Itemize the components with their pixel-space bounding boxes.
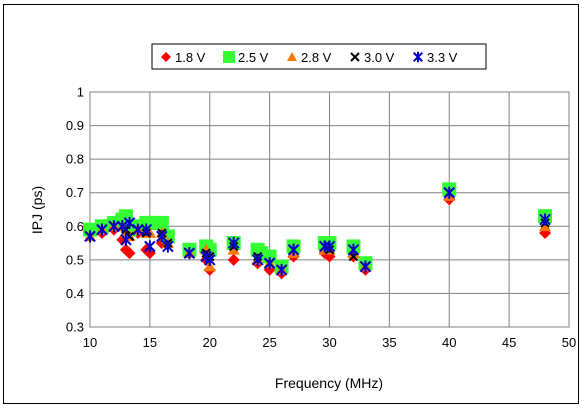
data-point: [116, 233, 129, 246]
data-point: [123, 247, 136, 260]
data-point: [162, 240, 174, 253]
data-point: [287, 243, 300, 256]
x-axis-ticks: 10 15 20 25 30 35 40 45 50: [83, 335, 576, 350]
data-point: [116, 220, 129, 233]
series-3-3-v: [84, 186, 551, 277]
x-tick-label: 15: [143, 335, 157, 350]
data-point: [144, 240, 156, 253]
data-point: [227, 243, 240, 255]
legend-box: [151, 43, 487, 70]
y-tick-label: 0.4: [66, 286, 84, 301]
legend-label: 2.8 V: [301, 50, 332, 65]
y-tick-label: 0.5: [66, 252, 84, 267]
data-point: [140, 223, 153, 236]
y-tick-label: 0.8: [66, 152, 84, 167]
data-point: [227, 253, 240, 266]
data-point: [108, 220, 120, 233]
x-tick-label: 20: [203, 335, 217, 350]
data-point: [275, 263, 288, 277]
y-tick-label: 0.9: [66, 118, 84, 133]
legend-label: 2.5 V: [238, 50, 269, 65]
data-point: [539, 213, 551, 226]
data-point: [156, 230, 168, 243]
data-point: [539, 220, 552, 232]
legend-item: 3.3 V: [413, 50, 458, 65]
x-tick-label: 25: [262, 335, 276, 350]
data-point: [96, 223, 108, 236]
data-point: [203, 260, 216, 272]
data-point: [443, 186, 456, 199]
y-tick-label: 1: [77, 85, 84, 100]
plot-border: [89, 91, 570, 328]
legend-item: 2.5 V: [223, 50, 269, 65]
data-point: [154, 215, 169, 230]
legend-item: 3.0 V: [350, 50, 395, 65]
legend-label: 3.3 V: [427, 50, 458, 65]
x-tick-label: 40: [442, 335, 456, 350]
legend-item: 1.8 V: [161, 50, 206, 65]
data-point: [200, 243, 213, 255]
data-point: [132, 223, 144, 236]
data-point: [84, 230, 96, 243]
data-point: [203, 253, 216, 266]
legend: 1.8 V 2.5 V 2.8 V 3.0 V 3.3 V: [151, 43, 487, 70]
data-point: [251, 253, 264, 266]
legend-marker: [161, 52, 171, 62]
x-tick-label: 35: [382, 335, 396, 350]
x-tick-label: 50: [562, 335, 576, 350]
y-tick-label: 0.7: [66, 185, 84, 200]
y-axis-title: IPJ (ps): [29, 186, 45, 234]
data-points: [83, 182, 553, 280]
legend-marker: [350, 52, 360, 62]
data-point: [359, 260, 372, 273]
legend-item: 2.8 V: [287, 50, 332, 65]
y-tick-label: 0.3: [66, 320, 84, 335]
data-point: [120, 233, 132, 246]
y-axis-ticks: 0.3 0.4 0.5 0.6 0.7 0.8 0.9 1: [66, 85, 84, 335]
y-tick-label: 0.6: [66, 219, 84, 234]
data-point: [183, 247, 196, 260]
legend-marker: [413, 51, 423, 63]
data-point: [227, 236, 240, 250]
x-tick-label: 45: [502, 335, 516, 350]
legend-marker: [287, 52, 297, 61]
legend-marker: [223, 51, 235, 63]
legend-label: 3.0 V: [364, 50, 395, 65]
legend-label: 1.8 V: [175, 50, 206, 65]
data-point: [123, 216, 136, 230]
x-tick-label: 30: [322, 335, 336, 350]
data-point: [263, 257, 276, 270]
x-tick-label: 10: [83, 335, 97, 350]
data-point: [347, 243, 360, 256]
x-axis-title: Frequency (MHz): [275, 375, 383, 391]
data-point: [323, 240, 336, 253]
